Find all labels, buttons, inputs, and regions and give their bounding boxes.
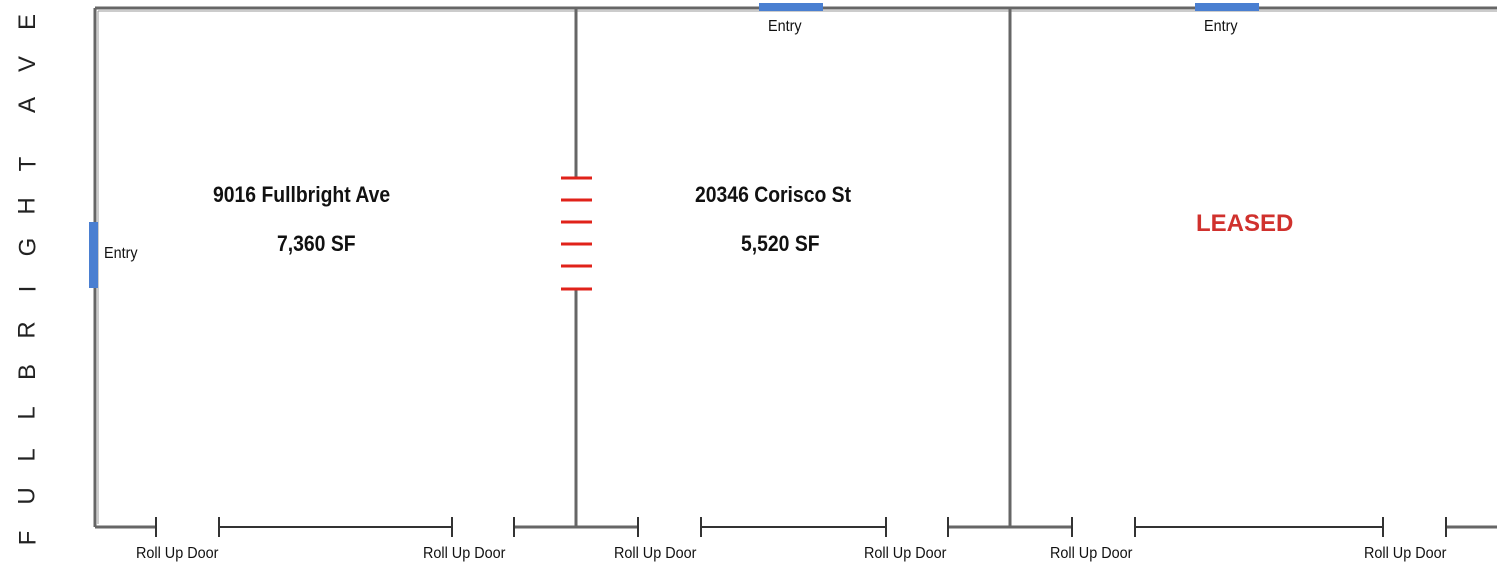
entry-label-north-2: Entry xyxy=(1204,18,1238,35)
roll-up-door-label: Roll Up Door xyxy=(614,545,697,562)
roll-up-door-symbol-3 xyxy=(1071,517,1447,537)
roll-up-door-label: Roll Up Door xyxy=(136,545,219,562)
unit-1-address: 9016 Fullbright Ave xyxy=(213,182,391,207)
entry-marker-north-2 xyxy=(1195,3,1259,11)
entry-label-north-1: Entry xyxy=(768,18,802,35)
unit-2-address: 20346 Corisco St xyxy=(695,182,852,207)
roll-up-door-symbol-2 xyxy=(637,517,949,537)
entry-marker-west xyxy=(89,222,98,288)
roll-up-door-label: Roll Up Door xyxy=(423,545,506,562)
unit-1-area: 7,360 SF xyxy=(277,231,356,256)
roll-up-door-label: Roll Up Door xyxy=(864,545,947,562)
unit-2-area: 5,520 SF xyxy=(741,231,820,256)
entry-label-west: Entry xyxy=(104,245,138,262)
roll-up-door-label: Roll Up Door xyxy=(1364,545,1447,562)
unit-3-status-leased: LEASED xyxy=(1196,210,1294,237)
roll-up-door-label: Roll Up Door xyxy=(1050,545,1133,562)
roll-up-door-symbol-1 xyxy=(155,517,515,537)
entry-marker-north-1 xyxy=(759,3,823,11)
